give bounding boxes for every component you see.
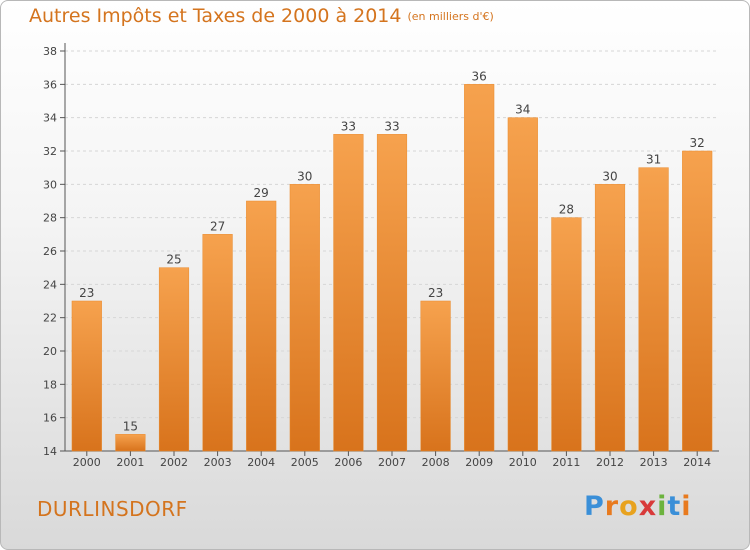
y-tick-label: 24 [43,278,57,291]
data-label: 28 [559,203,574,217]
bar [71,300,102,452]
y-tick-label: 22 [43,312,57,325]
chart-title-text: Autres Impôts et Taxes de 2000 à 2014 [29,5,402,27]
x-tick-label: 2008 [422,456,450,469]
x-tick-label: 2013 [640,456,668,469]
bar [464,84,495,452]
bar [246,200,277,452]
x-tick-label: 2012 [596,456,624,469]
bar [594,184,626,452]
data-label: 36 [472,69,487,83]
x-tick-label: 2011 [552,456,580,469]
y-tick-label: 26 [43,245,57,258]
chart-title: Autres Impôts et Taxes de 2000 à 2014 (en… [29,5,494,27]
bar [158,267,190,452]
data-label: 25 [166,253,181,267]
bar [551,217,582,452]
data-label: 23 [79,286,94,300]
data-label: 27 [210,219,225,233]
bar [682,150,713,452]
labels: 14 16 18 20 22 24 26 28 30 32 34 36 38 2000 23 2001 15 20… [43,45,711,469]
data-label: 32 [690,136,705,150]
proxiti-logo: Proxiti [584,491,692,522]
x-tick-label: 2009 [465,456,493,469]
data-label: 31 [646,153,661,167]
x-tick-label: 2005 [291,456,319,469]
y-tick-label: 20 [43,345,57,358]
x-tick-label: 2006 [334,456,362,469]
logo-letter: i [681,491,692,522]
x-tick-label: 2003 [204,456,232,469]
data-label: 23 [428,286,443,300]
data-label: 34 [515,103,530,117]
logo-letter: o [619,491,639,522]
bar [507,117,538,452]
y-tick-label: 32 [43,145,57,158]
data-label: 33 [384,119,399,133]
x-tick-label: 2004 [247,456,275,469]
data-label: 30 [602,169,617,183]
bar [289,184,320,452]
y-tick-label: 28 [43,212,57,225]
bar [376,134,408,452]
x-tick-label: 2000 [73,456,101,469]
commune-name: DURLINSDORF [37,497,188,521]
y-tick-label: 34 [43,112,57,125]
x-tick-label: 2001 [116,456,144,469]
y-tick-label: 18 [43,378,57,391]
chart-subtitle: (en milliers d'€) [407,10,494,23]
bar [638,167,669,452]
logo-letter: i [657,491,668,522]
y-tick-label: 30 [43,178,57,191]
data-label: 29 [254,186,269,200]
x-tick-label: 2014 [683,456,711,469]
bar [333,134,364,452]
y-tick-label: 38 [43,45,57,58]
logo-letter: r [604,491,620,522]
logo-letter: t [667,491,682,522]
data-label: 15 [123,419,138,433]
y-tick-label: 16 [43,412,57,425]
bars [71,84,713,452]
data-label: 33 [341,119,356,133]
x-tick-label: 2007 [378,456,406,469]
data-label: 30 [297,169,312,183]
x-tick-label: 2010 [509,456,537,469]
y-tick-label: 14 [43,445,57,458]
y-tick-label: 36 [43,78,57,91]
logo-letter: P [584,491,605,522]
bar [115,434,146,452]
bar [202,234,233,452]
x-tick-label: 2002 [160,456,188,469]
bar [420,300,451,452]
logo-letter: x [638,491,658,522]
